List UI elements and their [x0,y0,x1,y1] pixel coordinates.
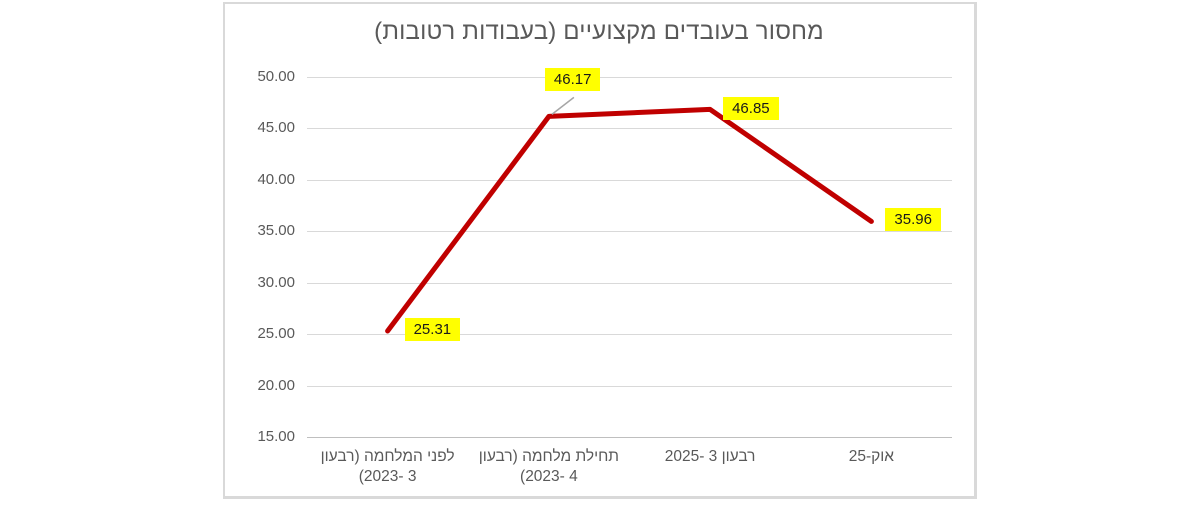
y-axis-tick-label: 15.00 [257,428,295,446]
chart-container: מחסור בעובדים מקצועיים (בעבודות רטובות) … [223,2,977,499]
series-plot [385,96,874,334]
gridline [307,385,952,387]
x-axis-category-label: אוק-25 [848,448,895,465]
data-label: 46.85 [723,97,779,121]
y-axis-tick-label: 35.00 [257,222,295,240]
data-label: 35.96 [885,208,941,232]
gridline [307,77,952,78]
gridline [307,282,952,284]
gridline [307,334,952,336]
gridline [307,231,952,233]
x-axis-category-label: רבעון 3 -2025 [664,448,756,465]
leader-line [551,96,575,115]
data-label: 25.31 [404,318,461,341]
x-axis-line [307,437,952,438]
y-axis-tick-label: 40.00 [257,171,295,189]
y-axis-tick-label: 20.00 [257,376,295,394]
chart-title: מחסור בעובדים מקצועיים (בעבודות רטובות) [374,18,824,45]
x-axis-category-label: לפני המלחמה (רבעון 3 -2023) [320,448,455,486]
gridline [307,128,952,130]
gridline [307,179,952,181]
y-axis-tick-label: 30.00 [257,273,295,291]
data-label: 46.17 [544,68,601,92]
y-axis-tick-label: 25.00 [257,325,295,343]
series-line [385,106,874,334]
x-axis-category-label: תחילת מלחמה (רבעון 4 -2023) [478,448,620,486]
y-axis-tick-label: 50.00 [257,68,295,86]
y-axis-tick-label: 45.00 [257,119,295,137]
